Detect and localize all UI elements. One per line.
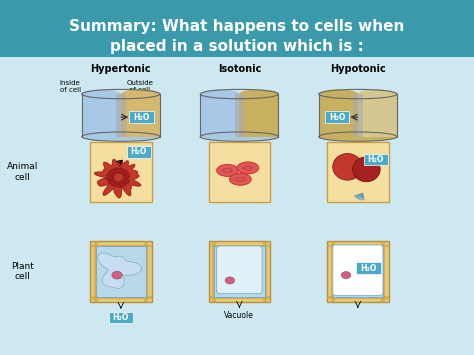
Ellipse shape xyxy=(222,168,233,173)
Bar xyxy=(381,241,385,302)
Bar xyxy=(90,245,152,247)
Ellipse shape xyxy=(82,132,160,141)
Ellipse shape xyxy=(225,169,230,172)
FancyBboxPatch shape xyxy=(325,111,349,123)
Polygon shape xyxy=(94,159,141,198)
FancyBboxPatch shape xyxy=(129,111,154,123)
Bar xyxy=(90,142,152,202)
Ellipse shape xyxy=(243,165,253,170)
Ellipse shape xyxy=(237,178,243,181)
Text: H₂O: H₂O xyxy=(368,155,384,164)
Circle shape xyxy=(116,182,123,187)
Bar xyxy=(327,241,389,302)
Bar xyxy=(319,94,358,137)
Bar xyxy=(209,245,270,247)
Circle shape xyxy=(112,271,122,279)
Circle shape xyxy=(107,172,114,178)
Text: Outside
of cell: Outside of cell xyxy=(127,80,153,93)
Circle shape xyxy=(109,169,117,175)
Circle shape xyxy=(123,173,130,178)
Bar xyxy=(263,241,266,302)
Circle shape xyxy=(111,181,119,187)
Text: H₂O: H₂O xyxy=(113,313,129,322)
Bar xyxy=(358,94,397,137)
Ellipse shape xyxy=(333,153,362,180)
Ellipse shape xyxy=(229,173,251,185)
Bar xyxy=(200,94,239,137)
Ellipse shape xyxy=(121,89,160,99)
FancyBboxPatch shape xyxy=(364,154,388,165)
Bar xyxy=(144,241,148,302)
Text: H₂O: H₂O xyxy=(134,113,150,122)
Bar xyxy=(331,241,335,302)
Text: H₂O: H₂O xyxy=(360,263,376,273)
Bar xyxy=(0,0,474,57)
Text: Isotonic: Isotonic xyxy=(218,64,261,74)
Bar xyxy=(333,246,383,297)
Circle shape xyxy=(108,179,116,185)
Ellipse shape xyxy=(319,89,358,99)
Bar xyxy=(239,94,279,137)
Bar xyxy=(82,94,121,137)
Bar xyxy=(209,142,270,202)
Polygon shape xyxy=(235,94,244,137)
FancyBboxPatch shape xyxy=(333,245,383,295)
Ellipse shape xyxy=(245,166,251,169)
Text: H₂O: H₂O xyxy=(131,147,147,157)
Text: Plant
cell: Plant cell xyxy=(11,262,34,281)
Text: H₂O: H₂O xyxy=(329,113,345,122)
Ellipse shape xyxy=(235,177,246,182)
Text: Hypotonic: Hypotonic xyxy=(330,64,386,74)
Ellipse shape xyxy=(358,89,397,99)
Bar xyxy=(96,246,146,297)
Bar xyxy=(327,142,389,202)
Bar xyxy=(212,241,216,302)
Bar xyxy=(94,241,98,302)
Bar xyxy=(209,296,270,299)
Bar xyxy=(90,296,152,299)
Circle shape xyxy=(113,168,120,173)
Text: placed in a solution which is :: placed in a solution which is : xyxy=(110,39,364,54)
FancyBboxPatch shape xyxy=(356,262,381,274)
FancyBboxPatch shape xyxy=(217,246,262,294)
Ellipse shape xyxy=(200,132,279,141)
Ellipse shape xyxy=(353,157,380,182)
Ellipse shape xyxy=(217,164,238,176)
Bar xyxy=(327,245,389,247)
Circle shape xyxy=(225,277,235,284)
Bar xyxy=(214,246,264,297)
Circle shape xyxy=(119,181,127,186)
Circle shape xyxy=(341,272,351,279)
FancyBboxPatch shape xyxy=(109,312,133,323)
Ellipse shape xyxy=(237,162,259,174)
Ellipse shape xyxy=(319,132,397,141)
Circle shape xyxy=(117,168,125,173)
Bar xyxy=(209,241,270,302)
Ellipse shape xyxy=(82,89,121,99)
Text: Animal
cell: Animal cell xyxy=(7,163,38,182)
Text: Vacuole: Vacuole xyxy=(224,311,255,320)
Text: Inside
of cell: Inside of cell xyxy=(60,80,81,93)
Circle shape xyxy=(120,169,128,175)
Bar xyxy=(90,241,152,302)
Bar xyxy=(327,296,389,299)
Ellipse shape xyxy=(239,89,279,99)
Polygon shape xyxy=(116,94,126,137)
Polygon shape xyxy=(98,253,142,289)
Circle shape xyxy=(122,178,130,184)
Polygon shape xyxy=(353,94,363,137)
Bar xyxy=(121,94,160,137)
Ellipse shape xyxy=(200,89,239,99)
Circle shape xyxy=(107,176,114,181)
Text: Hypertonic: Hypertonic xyxy=(91,64,151,74)
Text: Summary: What happens to cells when: Summary: What happens to cells when xyxy=(69,20,405,34)
FancyBboxPatch shape xyxy=(127,146,151,158)
